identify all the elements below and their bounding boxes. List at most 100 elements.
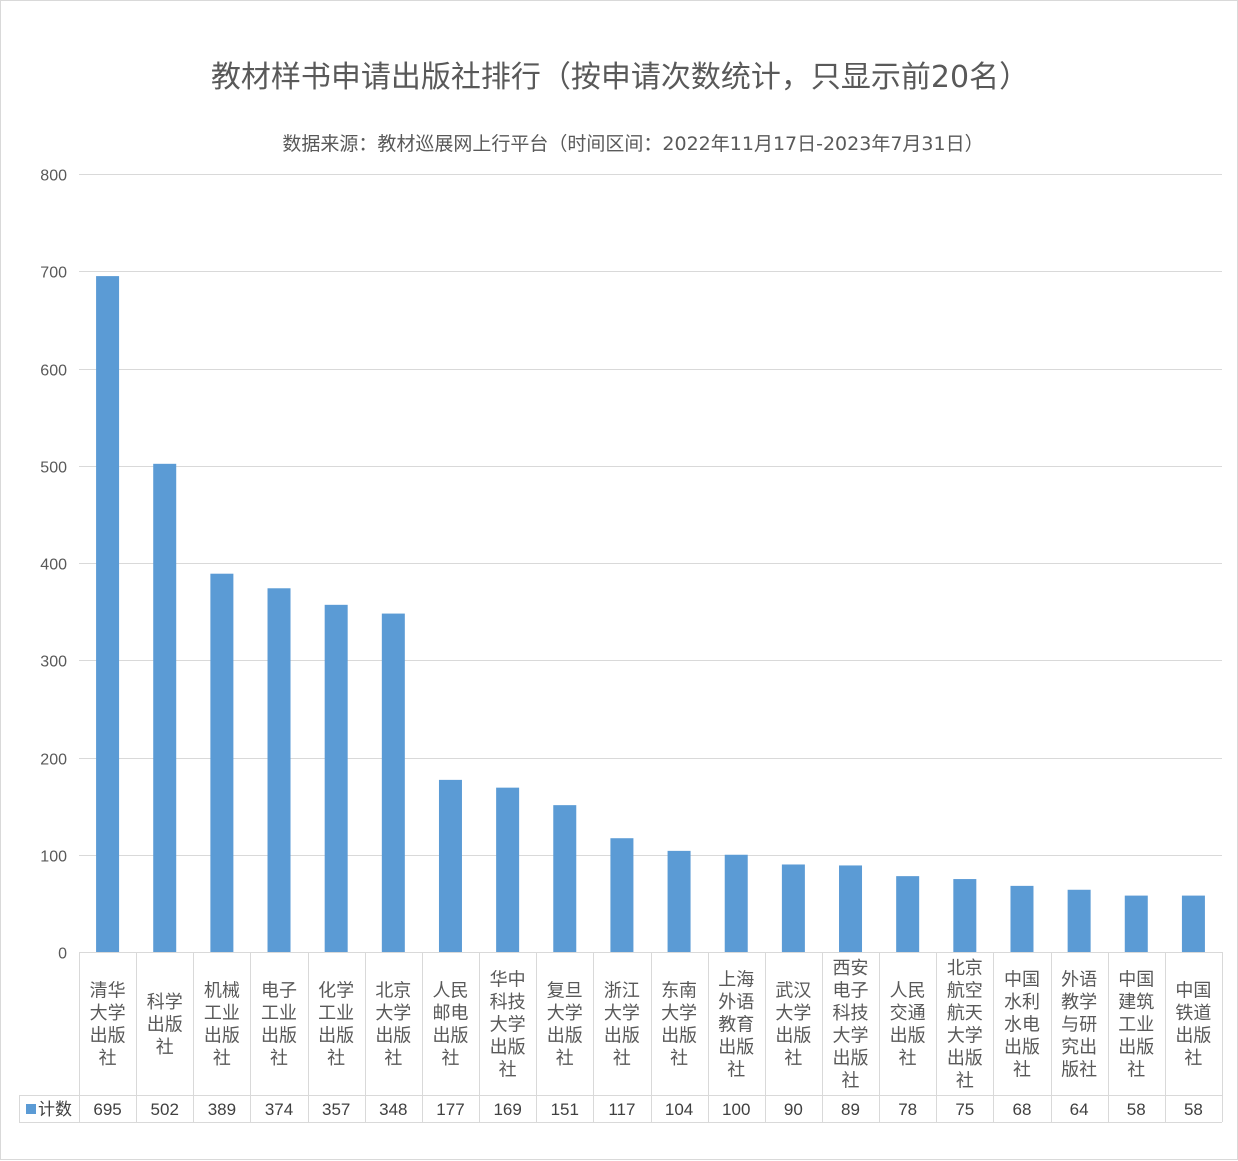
bar bbox=[781, 864, 805, 952]
category-label-line: 大学 bbox=[947, 1026, 983, 1047]
bar bbox=[839, 865, 863, 952]
y-axis-ticks: 0 100 200 300 400 500 600 700 800 bbox=[40, 168, 67, 963]
category-label-line: 工业 bbox=[318, 1003, 354, 1024]
category-label-line: 出版 bbox=[718, 1037, 754, 1058]
category-label-line: 西安 bbox=[833, 958, 869, 979]
data-table-value: 151 bbox=[551, 1100, 579, 1119]
category-label-line: 出版 bbox=[1118, 1037, 1154, 1058]
category-label-line: 大学 bbox=[375, 1003, 411, 1024]
category-label-line: 清华 bbox=[90, 981, 126, 1002]
data-table-value: 58 bbox=[1127, 1100, 1146, 1119]
category-label-line: 中国 bbox=[1004, 969, 1040, 990]
category-label-line: 铁道 bbox=[1175, 1003, 1211, 1024]
data-table-value: 90 bbox=[784, 1100, 803, 1119]
data-table-value: 502 bbox=[151, 1100, 179, 1119]
category-label-line: 社 bbox=[499, 1059, 517, 1080]
category-label-line: 中国 bbox=[1118, 969, 1154, 990]
bar bbox=[724, 854, 748, 952]
y-tick-label: 700 bbox=[40, 265, 67, 282]
category-label-line: 工业 bbox=[204, 1003, 240, 1024]
category-label-line: 出版 bbox=[375, 1026, 411, 1047]
legend-label: 计数 bbox=[38, 1100, 72, 1120]
category-label-line: 社 bbox=[441, 1048, 459, 1069]
gridlines bbox=[79, 174, 1222, 856]
category-label-line: 版社 bbox=[1061, 1059, 1097, 1080]
y-tick-label: 100 bbox=[40, 849, 67, 866]
category-label-line: 机械 bbox=[204, 981, 240, 1002]
data-table-value: 374 bbox=[265, 1100, 293, 1119]
category-label-line: 大学 bbox=[604, 1003, 640, 1024]
data-table-value: 75 bbox=[955, 1100, 974, 1119]
category-label-line: 科技 bbox=[833, 1003, 869, 1024]
y-tick-label: 500 bbox=[40, 460, 67, 477]
bar bbox=[381, 613, 405, 952]
bar bbox=[667, 850, 691, 952]
category-label-line: 社 bbox=[842, 1071, 860, 1092]
data-table-value: 100 bbox=[722, 1100, 750, 1119]
category-label-line: 社 bbox=[1184, 1048, 1202, 1069]
category-label-line: 中国 bbox=[1175, 981, 1211, 1002]
category-label-line: 水电 bbox=[1004, 1014, 1040, 1035]
category-label-line: 上海 bbox=[718, 969, 754, 990]
category-label-line: 复旦 bbox=[547, 981, 583, 1002]
data-table-value: 117 bbox=[608, 1100, 635, 1119]
data-table: 清华大学出版社科学出版社机械工业出版社电子工业出版社化学工业出版社北京大学出版社… bbox=[19, 952, 1223, 1123]
category-label-line: 人民 bbox=[432, 981, 468, 1002]
category-label-line: 邮电 bbox=[432, 1003, 468, 1024]
category-label-line: 社 bbox=[99, 1048, 117, 1069]
category-label-line: 社 bbox=[270, 1048, 288, 1069]
y-tick-label: 200 bbox=[40, 752, 67, 769]
category-label-line: 外语 bbox=[718, 992, 754, 1013]
bar bbox=[553, 805, 577, 952]
category-label-line: 出版 bbox=[490, 1037, 526, 1058]
category-label-line: 出版 bbox=[661, 1026, 697, 1047]
category-label-line: 社 bbox=[899, 1048, 917, 1069]
bar bbox=[267, 588, 291, 952]
y-tick-label: 400 bbox=[40, 557, 67, 574]
category-label-line: 社 bbox=[556, 1048, 574, 1069]
data-table-value: 78 bbox=[898, 1100, 917, 1119]
category-label-line: 出版 bbox=[147, 1014, 183, 1035]
chart-subtitle: 数据来源：教材巡展网上行平台（时间区间：2022年11月17日-2023年7月3… bbox=[282, 133, 983, 155]
category-label-line: 社 bbox=[384, 1048, 402, 1069]
category-label-line: 华中 bbox=[490, 969, 526, 990]
category-label-line: 出版 bbox=[947, 1048, 983, 1069]
category-label-line: 社 bbox=[956, 1071, 974, 1092]
category-label-line: 北京 bbox=[947, 958, 983, 979]
category-label-line: 出版 bbox=[833, 1048, 869, 1069]
category-label-line: 大学 bbox=[90, 1003, 126, 1024]
chart-title: 教材样书申请出版社排行（按申请次数统计，只显示前20名） bbox=[211, 60, 1029, 95]
data-table-value: 58 bbox=[1184, 1100, 1203, 1119]
category-label-line: 航空 bbox=[947, 981, 983, 1002]
category-label-line: 社 bbox=[327, 1048, 345, 1069]
category-label-line: 水利 bbox=[1004, 992, 1040, 1013]
category-label-line: 交通 bbox=[890, 1003, 926, 1024]
category-label-line: 社 bbox=[213, 1048, 231, 1069]
category-label-line: 社 bbox=[1013, 1059, 1031, 1080]
y-tick-label: 600 bbox=[40, 363, 67, 380]
bar bbox=[324, 604, 348, 952]
y-tick-label: 800 bbox=[40, 168, 67, 185]
category-label-line: 社 bbox=[1127, 1059, 1145, 1080]
data-table-value: 357 bbox=[322, 1100, 350, 1119]
category-label-line: 工业 bbox=[261, 1003, 297, 1024]
bar bbox=[153, 463, 177, 952]
category-label-line: 浙江 bbox=[604, 981, 640, 1002]
data-table-value: 64 bbox=[1070, 1100, 1089, 1119]
category-label-line: 大学 bbox=[661, 1003, 697, 1024]
category-label-line: 外语 bbox=[1061, 969, 1097, 990]
data-table-value: 389 bbox=[208, 1100, 236, 1119]
